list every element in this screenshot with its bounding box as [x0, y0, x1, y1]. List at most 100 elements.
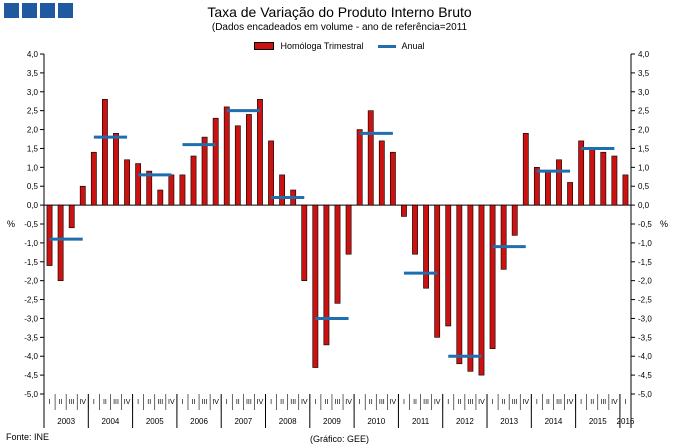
x-tick-quarter: II	[280, 399, 284, 406]
y-tick-label-left: 4,0	[27, 50, 39, 59]
bar-homologa	[157, 189, 164, 206]
y-tick-label-right: -2,5	[638, 296, 652, 305]
y-tick-label-right: 0,0	[638, 201, 650, 210]
bar-homologa	[389, 151, 396, 206]
y-tick-label-right: -3,0	[638, 314, 652, 323]
bar-homologa	[113, 133, 119, 206]
y-tick-label-right: -4,0	[638, 352, 652, 361]
bar-homologa	[511, 204, 518, 236]
chart-legend: Homóloga Trimestral Anual	[0, 41, 679, 51]
y-axis-label-left: %	[7, 219, 15, 229]
x-tick-quarter: III	[379, 399, 385, 406]
y-axis-label-right: %	[660, 219, 668, 229]
bar-homologa	[533, 167, 540, 206]
logo-square	[22, 3, 37, 18]
bar-homologa	[268, 140, 274, 206]
bar-homologa	[257, 99, 263, 206]
x-tick-quarter: III	[512, 399, 518, 406]
x-tick-quarter: I	[580, 399, 582, 406]
bar-homologa	[434, 204, 441, 338]
y-tick-label-left: 2,0	[27, 126, 39, 135]
source-note: Fonte: INE	[6, 432, 50, 442]
x-tick-quarter: IV	[611, 399, 618, 406]
x-tick-quarter: IV	[124, 399, 131, 406]
y-tick-label-right: -4,5	[638, 371, 652, 380]
bar-homologa	[500, 204, 507, 270]
bar-homologa	[46, 204, 53, 266]
bar-homologa	[401, 204, 407, 217]
y-tick-label-right: 2,0	[638, 126, 650, 135]
x-tick-year: 2013	[500, 417, 518, 426]
y-tick-label-right: -5,0	[638, 390, 652, 399]
x-tick-year: 2003	[57, 417, 75, 426]
bar-homologa	[545, 170, 551, 206]
bar-homologa	[102, 99, 108, 206]
x-tick-quarter: IV	[257, 399, 264, 406]
x-tick-quarter: IV	[478, 399, 485, 406]
x-tick-quarter: III	[113, 399, 119, 406]
x-tick-quarter: III	[423, 399, 429, 406]
bar-homologa	[323, 204, 330, 346]
y-tick-label-right: 3,0	[638, 88, 650, 97]
bar-homologa	[378, 140, 385, 206]
bar-homologa	[90, 151, 97, 206]
bar-homologa	[611, 155, 618, 206]
bar-homologa	[334, 204, 341, 304]
x-tick-quarter: II	[546, 399, 550, 406]
y-tick-label-left: -3,5	[24, 333, 38, 342]
y-tick-label-left: 3,0	[27, 88, 39, 97]
y-tick-label-left: -4,0	[24, 352, 38, 361]
y-tick-label-right: -1,5	[638, 258, 652, 267]
x-tick-quarter: III	[600, 399, 606, 406]
y-tick-label-right: -2,0	[638, 277, 652, 286]
bar-homologa	[312, 204, 319, 368]
x-tick-quarter: I	[226, 399, 228, 406]
bar-homologa	[412, 204, 418, 255]
bar-homologa	[212, 117, 219, 206]
y-tick-label-left: -1,0	[24, 239, 38, 248]
x-tick-quarter: III	[556, 399, 562, 406]
x-tick-quarter: IV	[522, 399, 529, 406]
x-tick-year: 2014	[545, 417, 563, 426]
x-tick-quarter: II	[324, 399, 328, 406]
bar-homologa	[522, 133, 529, 206]
x-tick-year: 2009	[323, 417, 341, 426]
chart-subtitle: (Dados encadeados em volume - ano de ref…	[211, 22, 468, 33]
bar-homologa	[345, 204, 352, 255]
bar-homologa	[456, 204, 463, 365]
x-tick-quarter: III	[467, 399, 473, 406]
bar-homologa	[68, 204, 75, 229]
x-tick-quarter: II	[413, 399, 417, 406]
y-tick-label-right: -3,5	[638, 333, 652, 342]
x-tick-quarter: IV	[345, 399, 352, 406]
x-tick-quarter: I	[624, 399, 626, 406]
bar-homologa	[478, 204, 485, 376]
x-tick-quarter: I	[181, 399, 183, 406]
x-tick-quarter: I	[403, 399, 405, 406]
y-tick-label-left: 1,0	[27, 163, 39, 172]
x-tick-year: 2004	[102, 417, 120, 426]
y-tick-label-left: 1,5	[27, 144, 39, 153]
y-tick-label-right: 3,5	[638, 69, 650, 78]
x-tick-quarter: I	[270, 399, 272, 406]
bar-homologa	[168, 174, 175, 206]
y-tick-label-left: 0,5	[27, 182, 39, 191]
x-tick-year: 2008	[279, 417, 297, 426]
bar-homologa	[356, 129, 363, 206]
bar-homologa	[146, 170, 153, 206]
x-tick-year: 2005	[146, 417, 164, 426]
x-tick-quarter: III	[69, 399, 75, 406]
x-tick-quarter: I	[536, 399, 538, 406]
bar-homologa	[124, 159, 130, 206]
x-tick-quarter: I	[447, 399, 449, 406]
bar-homologa	[179, 174, 186, 206]
y-tick-label-right: 2,5	[638, 107, 650, 116]
x-tick-quarter: III	[335, 399, 341, 406]
x-tick-year: 2006	[190, 417, 208, 426]
x-tick-quarter: IV	[212, 399, 219, 406]
chart-title: Taxa de Variação do Produto Interno Brut…	[207, 4, 472, 20]
x-tick-quarter: IV	[567, 399, 574, 406]
graph-credit: (Gráfico: GEE)	[309, 434, 369, 444]
bar-homologa	[190, 155, 197, 206]
